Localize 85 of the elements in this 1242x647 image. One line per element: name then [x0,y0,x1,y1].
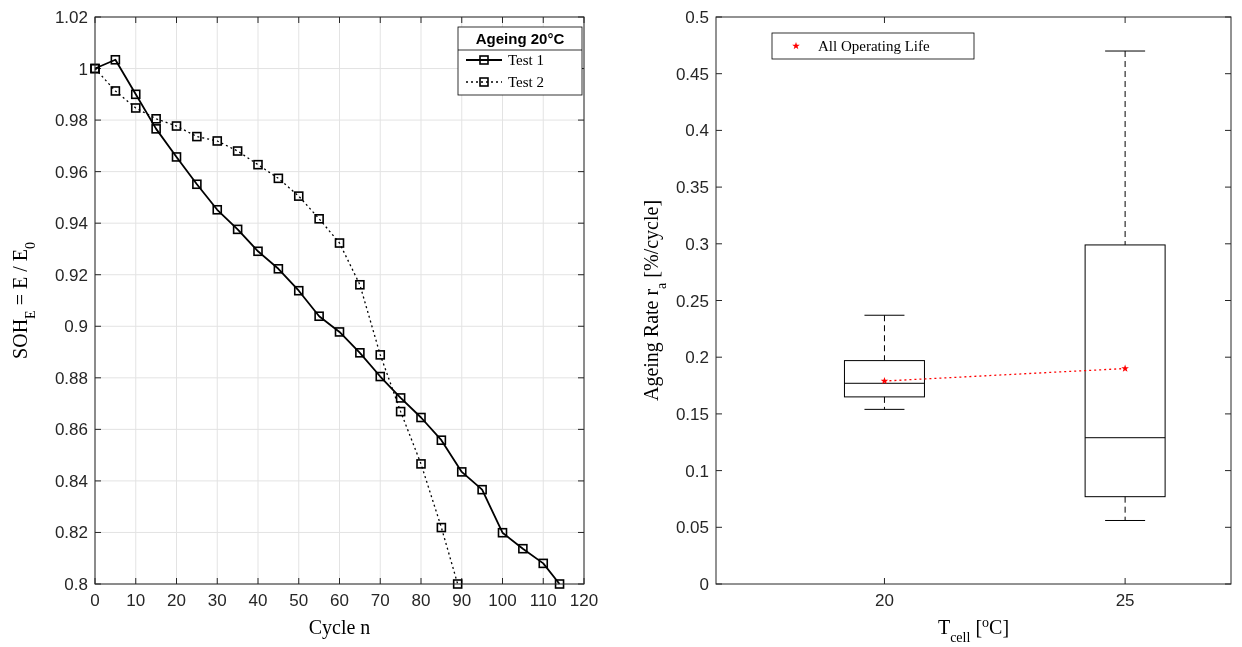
point [334,327,345,337]
y-tick-label: 0.45 [675,64,709,84]
y-tick-label: 0.2 [685,348,709,368]
y-tick-label: 0.35 [675,178,709,198]
legend-label: Test 2 [508,74,545,90]
y-tick-label: 0.88 [54,368,88,388]
y-tick-label: 0.8 [64,575,88,594]
point [375,371,386,382]
legend-label: Test 1 [508,52,545,68]
x-tick-label: 10 [126,591,146,610]
y-tick-label: 0.3 [685,234,709,254]
point [171,152,182,162]
y-tick-label: 0.4 [685,121,709,141]
point [130,89,141,100]
x-tick-label: 20 [167,591,186,610]
x-tick-label: 50 [289,591,309,610]
y-tick-label: 0.86 [54,420,88,440]
y-tick-label: 0.82 [54,523,88,543]
legend-title: Ageing 20°C [475,30,565,47]
point [273,264,284,274]
point [253,159,263,170]
point [456,467,467,477]
point [538,558,549,569]
y-tick-label: 0.5 [685,8,709,27]
point [416,412,426,423]
x-tick-label: 25 [1115,591,1135,610]
point [232,224,243,235]
x-tick-label: 30 [207,591,227,610]
y-tick-label: 1 [78,59,88,79]
y-tick-label: 0.05 [675,518,709,538]
x-tick-label: 40 [248,591,268,610]
point [192,179,202,190]
point [212,204,223,215]
point [273,173,284,184]
y-tick-label: 0.92 [54,265,88,285]
point [436,522,447,533]
legend-label: All Operating Life [818,38,930,54]
point [130,103,141,113]
x-tick-label: 90 [452,591,472,610]
point [375,350,386,360]
y-tick-label: 0.25 [675,291,709,311]
point [497,527,508,538]
point [253,246,263,257]
y-tick-label: 0.98 [54,111,88,131]
point [477,484,487,495]
x-tick-label: 60 [330,591,349,610]
y-tick-label: 0.15 [675,404,709,424]
point [518,543,528,554]
y-tick-label: 0.94 [54,214,88,234]
point [171,121,182,131]
x-axis-title: Cycle n [308,616,371,639]
y-tick-label: 0.9 [64,317,88,337]
point [110,54,121,65]
point [151,124,161,134]
x-axis-title: T$_{cell}$ [$^{o}$C] [937,614,1010,645]
point [110,86,121,96]
point [293,191,304,201]
x-tick-label: 110 [529,591,557,610]
x-tick-label: 80 [411,591,431,610]
point [334,238,345,248]
x-tick-label: 0 [90,591,100,610]
x-tick-label: 100 [488,591,517,610]
y-tick-label: 0 [699,575,709,594]
point [554,579,565,589]
x-tick-label: 20 [875,591,894,610]
point [232,146,243,156]
point [151,114,161,124]
point [395,393,406,403]
point [355,348,365,358]
point [355,279,365,290]
y-tick-label: 0.96 [54,162,88,182]
point [416,459,426,469]
y-tick-label: 0.1 [685,461,709,481]
y-tick-label: 0.84 [54,471,88,491]
point [314,311,324,322]
point [395,406,406,417]
point [212,136,223,146]
x-tick-label: 70 [370,591,390,610]
point [293,285,304,296]
point [436,435,447,445]
x-tick-label: 120 [569,591,599,610]
point [192,131,202,142]
point [314,214,324,224]
point [452,579,463,589]
y-tick-label: 1.02 [54,8,88,27]
